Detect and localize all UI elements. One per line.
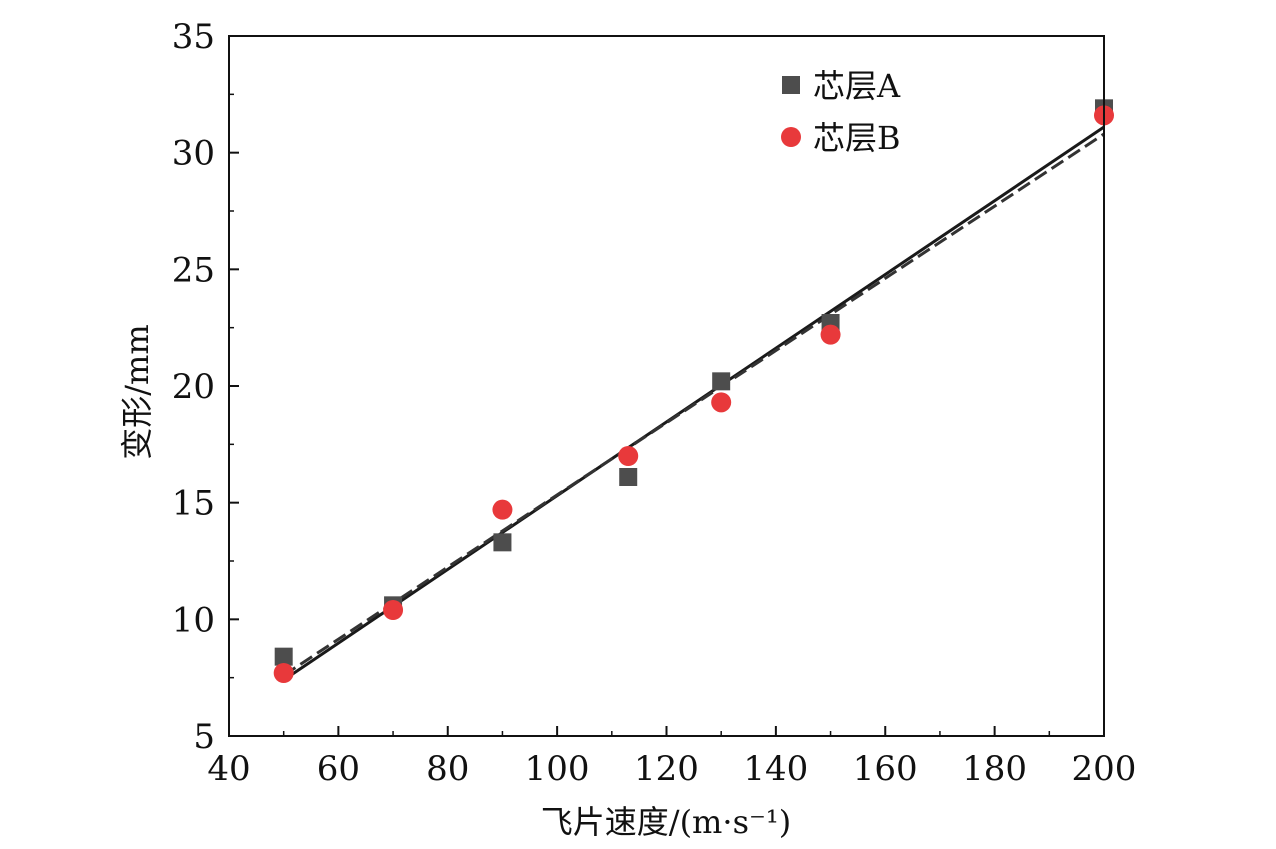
- y-tick-label: 35: [172, 17, 215, 57]
- fit-lines: [282, 125, 1105, 682]
- y-tick-label: 25: [172, 250, 215, 290]
- x-tick-label: 120: [634, 749, 699, 789]
- circle-marker: [273, 663, 294, 683]
- y-tick-label: 15: [172, 484, 215, 524]
- x-tick-label: 60: [317, 749, 360, 789]
- x-tick-label: 160: [853, 749, 918, 789]
- x-axis-title: 飞片速度/(m·s⁻¹): [541, 803, 791, 841]
- circle-marker: [820, 324, 841, 345]
- x-tick-label: 80: [426, 749, 469, 789]
- x-tick-label: 140: [743, 749, 808, 789]
- y-axis-title: 变形/mm: [118, 324, 156, 459]
- circle-marker: [492, 499, 513, 520]
- legend-label: 芯层A: [813, 67, 901, 105]
- square-marker: [274, 647, 293, 666]
- legend-circle-marker: [781, 127, 801, 147]
- legend-label: 芯层B: [813, 119, 901, 157]
- legend: 芯层A 芯层B: [781, 67, 901, 157]
- y-tick-label: 30: [172, 134, 215, 174]
- data-markers: [273, 99, 1114, 683]
- legend-square-marker: [782, 76, 800, 94]
- circle-marker: [711, 392, 732, 413]
- circle-marker: [618, 446, 639, 466]
- x-tick-label: 180: [962, 749, 1027, 789]
- x-tick-label: 200: [1072, 749, 1137, 789]
- x-tick-label: 100: [525, 749, 590, 789]
- square-marker: [712, 372, 731, 391]
- square-marker: [619, 468, 638, 486]
- y-tick-label: 5: [193, 717, 215, 757]
- y-tick-label: 20: [172, 367, 215, 407]
- y-tick-label: 10: [172, 600, 215, 640]
- square-marker: [493, 533, 512, 552]
- circle-marker: [383, 600, 404, 620]
- fit-line-series-2: [282, 132, 1105, 677]
- axes: 40 60 80 100 120 140 160 180 200 5 10 15 20 25 30 35: [172, 17, 1137, 789]
- plot-frame: [228, 35, 1105, 737]
- x-tick-label: 40: [207, 749, 250, 789]
